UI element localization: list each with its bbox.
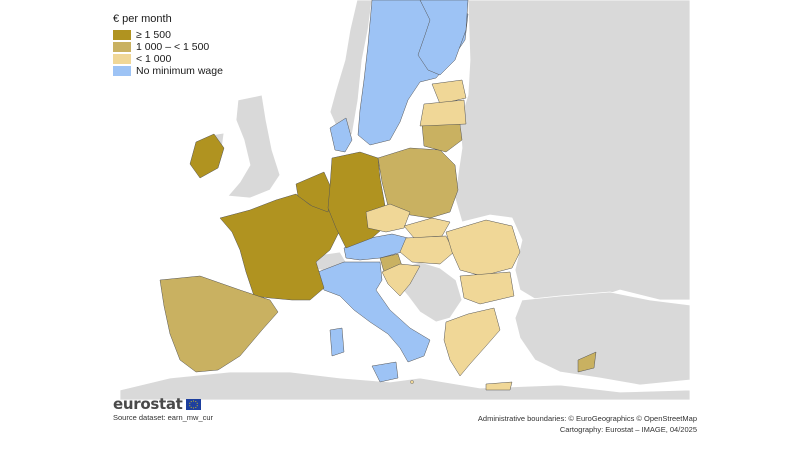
eurostat-logo: eurostat [113, 395, 201, 413]
croatia [381, 263, 421, 297]
legend-item-low: < 1 000 [113, 53, 223, 65]
benelux [295, 171, 333, 213]
source-dataset: Source dataset: earn_mw_cur [113, 413, 214, 422]
legend-item-mid: 1 000 – < 1 500 [113, 41, 223, 53]
hungary [399, 235, 455, 265]
tier-mid [159, 123, 597, 373]
map-legend: € per month ≥ 1 500 1 000 – < 1 500 < 1 … [113, 13, 223, 77]
italy [317, 261, 431, 363]
sicily [371, 361, 399, 383]
crete [485, 381, 513, 391]
north-africa [119, 371, 691, 401]
tier-low [365, 79, 521, 391]
legend-label: No minimum wage [136, 64, 223, 77]
finland [417, 0, 469, 76]
legend-swatch [113, 41, 131, 52]
logo-text: eurostat [113, 395, 183, 413]
iberia [159, 275, 279, 373]
legend-label: < 1 000 [136, 52, 172, 65]
malta [410, 380, 414, 384]
cyprus [577, 351, 597, 373]
estonia [431, 79, 467, 105]
legend-label: 1 000 – < 1 500 [136, 40, 210, 53]
greece [443, 307, 501, 377]
legend-swatch [113, 53, 131, 64]
denmark [329, 117, 353, 153]
poland [377, 147, 459, 219]
united-kingdom [227, 94, 281, 199]
sardinia [329, 327, 345, 357]
legend-label: ≥ 1 500 [136, 28, 171, 41]
legend-swatch [113, 29, 131, 40]
legend-title: € per month [113, 13, 172, 25]
romania [445, 219, 521, 277]
map-credits: Administrative boundaries: © EuroGeograp… [478, 413, 697, 435]
lithuania [421, 123, 463, 153]
legend-item-none: No minimum wage [113, 65, 223, 77]
eu-flag-icon [185, 398, 201, 410]
legend-item-high: ≥ 1 500 [113, 29, 223, 41]
france [219, 193, 341, 301]
ireland [189, 133, 225, 179]
slovakia [403, 217, 451, 239]
czechia [365, 203, 411, 233]
credits-boundaries: Administrative boundaries: © EuroGeograp… [477, 414, 697, 423]
turkey [514, 291, 691, 386]
bulgaria [459, 271, 515, 305]
no-minimum-wage [317, 0, 469, 383]
credits-cartography: Cartography: Eurostat – IMAGE, 04/2025 [559, 425, 697, 434]
legend-swatch [113, 65, 131, 76]
non-eu-land [119, 0, 691, 401]
latvia [419, 99, 467, 127]
